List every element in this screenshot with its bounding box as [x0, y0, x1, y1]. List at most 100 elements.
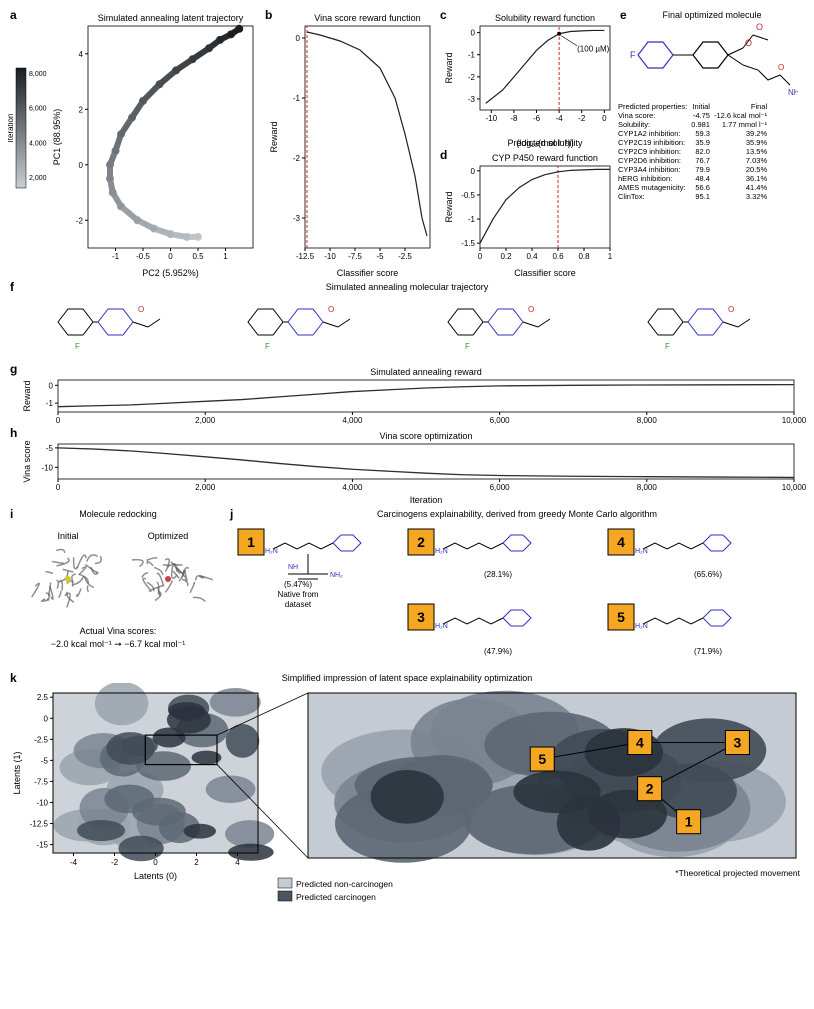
- svg-text:-10: -10: [36, 798, 48, 807]
- svg-text:-5: -5: [376, 252, 384, 261]
- svg-text:-7.5: -7.5: [34, 777, 48, 786]
- svg-text:O: O: [756, 22, 763, 32]
- svg-text:CYP P450 reward function: CYP P450 reward function: [492, 153, 598, 163]
- svg-text:6,000: 6,000: [490, 483, 511, 492]
- svg-text:1: 1: [685, 814, 693, 830]
- svg-text:Classifier score: Classifier score: [337, 268, 399, 278]
- svg-text:-0.5: -0.5: [461, 191, 475, 200]
- svg-text:0.8: 0.8: [578, 252, 590, 261]
- svg-text:-10: -10: [41, 463, 53, 472]
- svg-text:-4: -4: [556, 114, 564, 123]
- svg-text:-1: -1: [468, 215, 476, 224]
- svg-text:PC1 (88.95%): PC1 (88.95%): [52, 109, 62, 166]
- panel-j: j Carcinogens explainability, derived fr…: [228, 509, 806, 669]
- svg-text:H₂N: H₂N: [265, 548, 278, 555]
- svg-text:F: F: [665, 342, 670, 351]
- svg-text:-2.5: -2.5: [34, 735, 48, 744]
- svg-text:4: 4: [617, 534, 625, 550]
- svg-text:0: 0: [56, 483, 61, 492]
- panel-k: k Simplified impression of latent space …: [8, 673, 806, 908]
- svg-text:O: O: [528, 305, 534, 314]
- svg-text:H₂N: H₂N: [635, 548, 648, 555]
- label-b: b: [265, 8, 272, 22]
- svg-text:-1.5: -1.5: [461, 239, 475, 248]
- svg-text:2: 2: [194, 858, 199, 867]
- svg-text:-1: -1: [46, 399, 54, 408]
- panel-h: h Vina score optimization02,0004,0006,00…: [8, 430, 806, 505]
- svg-text:4: 4: [79, 50, 84, 59]
- svg-text:0: 0: [296, 34, 301, 43]
- svg-text:NH: NH: [288, 564, 298, 571]
- svg-text:Latents (0): Latents (0): [134, 871, 177, 881]
- svg-text:8,000: 8,000: [637, 483, 658, 492]
- svg-text:-0.5: -0.5: [136, 252, 150, 261]
- svg-text:-2: -2: [76, 216, 84, 225]
- svg-text:-10: -10: [486, 114, 498, 123]
- svg-text:0: 0: [79, 161, 84, 170]
- svg-text:PC2 (5.952%): PC2 (5.952%): [142, 268, 199, 278]
- i-title: Molecule redocking: [8, 509, 228, 519]
- svg-text:-1: -1: [468, 51, 476, 60]
- label-k: k: [10, 671, 17, 685]
- svg-text:Vina score reward function: Vina score reward function: [314, 13, 420, 23]
- svg-text:10,000: 10,000: [782, 416, 806, 425]
- svg-text:-15: -15: [36, 841, 48, 850]
- svg-text:*Theoretical projected movemen: *Theoretical projected movement: [675, 868, 800, 878]
- svg-text:4: 4: [636, 735, 644, 751]
- svg-text:Initial: Initial: [57, 531, 78, 541]
- svg-text:(65.6%): (65.6%): [694, 570, 722, 579]
- svg-text:-8: -8: [510, 114, 518, 123]
- svg-text:4: 4: [235, 858, 240, 867]
- panel-e: e Final optimized molecule FOONH₂O Predi…: [618, 8, 806, 201]
- svg-text:H₂N: H₂N: [435, 623, 448, 630]
- svg-text:0: 0: [602, 114, 607, 123]
- svg-text:O: O: [138, 305, 144, 314]
- svg-text:3: 3: [734, 735, 742, 751]
- j-title: Carcinogens explainability, derived from…: [228, 509, 806, 519]
- svg-text:2.5: 2.5: [37, 693, 49, 702]
- svg-text:0: 0: [471, 29, 476, 38]
- f-title: Simulated annealing molecular trajectory: [8, 282, 806, 292]
- svg-text:Simulated annealing reward: Simulated annealing reward: [370, 367, 482, 377]
- svg-text:H₂N: H₂N: [635, 623, 648, 630]
- svg-text:10,000: 10,000: [782, 483, 806, 492]
- label-d: d: [440, 148, 447, 162]
- svg-text:6,000: 6,000: [490, 416, 511, 425]
- svg-text:F: F: [465, 342, 470, 351]
- svg-text:-1: -1: [293, 94, 301, 103]
- svg-text:0: 0: [56, 416, 61, 425]
- svg-text:Vina score optimization: Vina score optimization: [380, 431, 473, 441]
- label-h: h: [10, 426, 17, 440]
- docking-illustration: InitialOptimizedActual Vina scores:−2.0 …: [8, 519, 228, 659]
- svg-text:-2: -2: [578, 114, 586, 123]
- svg-text:-6: -6: [533, 114, 541, 123]
- svg-text:-3: -3: [293, 214, 301, 223]
- svg-text:-5: -5: [46, 444, 54, 453]
- svg-text:-12.5: -12.5: [30, 820, 49, 829]
- svg-text:(47.9%): (47.9%): [484, 647, 512, 656]
- svg-text:3: 3: [417, 609, 425, 625]
- svg-text:Iteration: Iteration: [410, 495, 443, 505]
- latent-space-plot: -4-20242.50-2.5-5-7.5-10-12.5-15Latents …: [8, 683, 806, 908]
- label-f: f: [10, 280, 14, 294]
- svg-text:-2.5: -2.5: [398, 252, 412, 261]
- svg-text:-5: -5: [41, 756, 49, 765]
- svg-text:0: 0: [168, 252, 173, 261]
- svg-text:0.4: 0.4: [526, 252, 538, 261]
- svg-text:Latents (1): Latents (1): [12, 751, 22, 794]
- svg-text:0: 0: [471, 167, 476, 176]
- panel-i: i Molecule redocking InitialOptimizedAct…: [8, 509, 228, 669]
- svg-text:2,000: 2,000: [195, 416, 216, 425]
- svg-text:0: 0: [44, 714, 49, 723]
- svg-text:4,000: 4,000: [342, 416, 363, 425]
- svg-text:-2: -2: [293, 154, 301, 163]
- svg-text:Reward: Reward: [22, 380, 32, 411]
- svg-text:2: 2: [646, 781, 654, 797]
- svg-text:-4: -4: [70, 858, 78, 867]
- svg-text:6,000: 6,000: [29, 106, 47, 113]
- svg-text:Classifier score: Classifier score: [514, 268, 576, 278]
- svg-text:5: 5: [617, 609, 625, 625]
- svg-text:2: 2: [417, 534, 425, 550]
- svg-text:2: 2: [79, 105, 84, 114]
- svg-text:0.6: 0.6: [552, 252, 564, 261]
